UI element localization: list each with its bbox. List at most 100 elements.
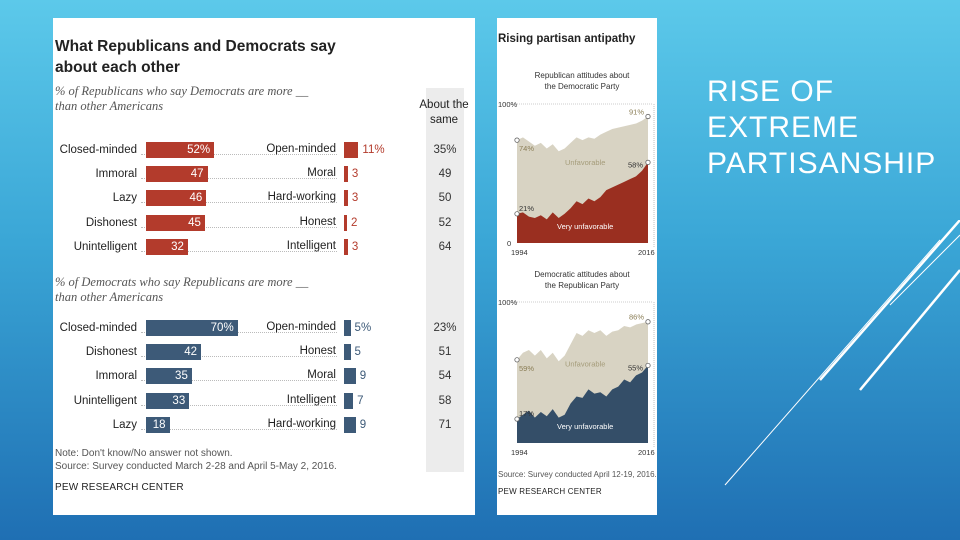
dem-neg-label: Dishonest: [85, 346, 137, 359]
dem-pos-label: Moral: [307, 369, 336, 382]
dem-row-guide: [141, 356, 337, 358]
rep-same-value: 35%: [433, 144, 457, 156]
rep-row-guide: [141, 250, 337, 252]
dem-pos-label: Hard-working: [267, 417, 336, 430]
rep-row-guide: [141, 178, 337, 180]
dem-area-very-end-label: 55%: [628, 363, 643, 372]
dem-area-very-start-label: 17%: [519, 409, 534, 418]
chart-note: Note: Don't know/No answer not shown.: [55, 448, 233, 459]
rep-area-subtitle: Republican attitudes about the Democrati…: [534, 71, 630, 91]
dem-pos-value: 5%: [354, 322, 372, 334]
rep-neg-bar: [146, 214, 205, 231]
rep-area-unfav-end-dot: [645, 113, 651, 120]
rep-pos-bar: [344, 190, 348, 207]
chart-title-line2: about each other: [55, 59, 180, 76]
rep-pos-value: 3: [351, 192, 359, 205]
rep-neg-value: 47: [190, 168, 204, 181]
rep-neg-bar: [146, 142, 215, 158]
area-org: PEW RESEARCH CENTER: [498, 487, 602, 496]
dem-pos-label: Intelligent: [286, 393, 336, 406]
slide-title-line1: RISE OF: [707, 75, 835, 108]
rep-pos-bar: [344, 214, 347, 231]
dem-pos-label: Honest: [299, 345, 336, 358]
decorative-lines: [724, 220, 960, 486]
dem-neg-value: 33: [172, 394, 186, 407]
slide-title-line2: EXTREME: [707, 111, 860, 144]
rep-pos-bar: [344, 238, 348, 255]
rep-same-value: 64: [438, 240, 452, 253]
rep-subtitle-line2: than other Americans: [55, 99, 164, 113]
dem-subtitle-line2: than other Americans: [55, 290, 164, 304]
dem-row-guide: [141, 380, 337, 382]
rep-pos-value: 3: [351, 168, 359, 181]
dem-row-guide: [141, 404, 337, 406]
area-source: Source: Survey conducted April 12-19, 20…: [498, 470, 657, 479]
rep-neg-value: 45: [188, 216, 201, 229]
dem-pos-value: 9: [359, 418, 367, 431]
chart-source: Source: Survey conducted March 2-28 and …: [55, 461, 337, 472]
dem-area-very-unfavorable-label: Very unfavorable: [557, 422, 613, 431]
dem-area-unfav-start-dot: [514, 357, 520, 363]
rep-pos-value: 3: [351, 240, 359, 253]
rep-neg-bar: [146, 238, 188, 255]
rep-pos-value: 11%: [362, 144, 385, 156]
dem-same-value: 54: [438, 370, 452, 383]
rep-same-value: 50: [438, 192, 452, 205]
dem-pos-value: 5: [354, 346, 361, 359]
rep-neg-bar: [146, 190, 207, 207]
rep-row-guide: [141, 202, 337, 204]
dem-neg-bar: [146, 320, 238, 336]
rep-area-very-start-label: 21%: [519, 204, 534, 213]
rep-area-y-top-label: 100%: [498, 100, 518, 109]
dem-same-value: 23%: [433, 322, 457, 334]
dem-neg-value: 42: [184, 346, 198, 359]
dem-pos-bar: [344, 392, 354, 409]
rep-area-very-start-dot: [514, 211, 520, 217]
dem-area-subtitle: Democratic attitudes about the Republica…: [534, 270, 630, 290]
dem-row-guide: [141, 428, 337, 430]
dem-neg-value: 18: [152, 418, 166, 431]
dem-subtitle-line1: % of Democrats who say Republicans are m…: [55, 275, 309, 289]
dem-area-very-start-dot: [514, 416, 520, 422]
rep-neg-value: 32: [171, 240, 184, 253]
dem-area-x-start-label: 1994: [511, 448, 528, 457]
rep-pos-label: Moral: [307, 167, 336, 180]
dem-pos-value: 9: [359, 370, 367, 383]
left-chart-panel: What Republicans and Democrats say about…: [53, 18, 475, 515]
rep-neg-label: Closed-minded: [59, 144, 137, 156]
dem-area-unfav-end-label: 86%: [629, 313, 644, 322]
rep-area-y-bottom-label: 0: [507, 239, 511, 248]
rep-pos-bar: [344, 142, 359, 158]
dem-same-value: 71: [438, 418, 452, 431]
rep-pos-label: Intelligent: [286, 239, 336, 252]
chart-org: PEW RESEARCH CENTER: [55, 482, 184, 493]
deco-line-4: [724, 239, 941, 486]
dem-area-very-end-dot: [645, 362, 651, 369]
rep-neg-label: Dishonest: [85, 216, 137, 229]
rep-neg-value: 46: [189, 192, 203, 205]
about-same-column: [426, 88, 464, 472]
rep-pos-label: Hard-working: [267, 191, 336, 204]
dem-pos-bar: [344, 416, 356, 433]
dem-same-value: 58: [438, 394, 452, 407]
rep-area-x-end-label: 2016: [638, 248, 655, 257]
rep-same-value: 52: [438, 216, 452, 229]
rep-same-value: 49: [438, 168, 452, 181]
rep-row-guide: [141, 154, 337, 155]
dem-neg-bar: [146, 344, 202, 361]
rep-neg-bar: [146, 166, 208, 183]
rep-row-guide: [141, 226, 337, 228]
about-same-header: About the same: [419, 99, 469, 126]
dem-neg-label: Unintelligent: [73, 394, 137, 407]
deco-line-2: [859, 269, 960, 391]
dem-neg-label: Immoral: [95, 370, 137, 383]
dem-neg-label: Closed-minded: [59, 322, 137, 334]
dem-neg-value: 35: [175, 370, 188, 383]
rep-neg-label: Immoral: [95, 168, 137, 181]
dem-neg-bar: [146, 392, 190, 409]
area-chart-title: Rising partisan antipathy: [498, 33, 636, 45]
deco-line-1: [819, 220, 960, 381]
dem-pos-bar: [344, 320, 351, 336]
rep-area-very-end-dot: [645, 159, 651, 165]
rep-area-unfav-start-dot: [514, 137, 520, 143]
